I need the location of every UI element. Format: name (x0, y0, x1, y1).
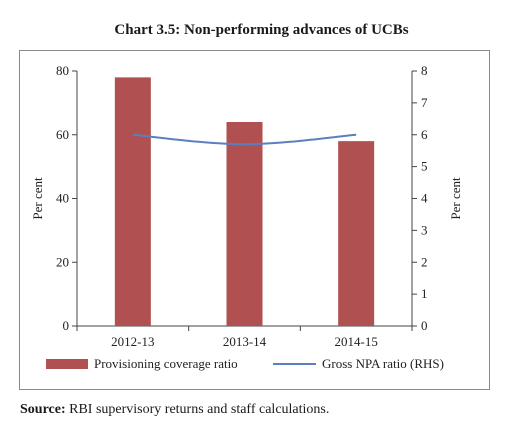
source-label: Source: (20, 402, 66, 417)
y-tick-label-right: 7 (421, 95, 428, 110)
y-tick-label-left: 80 (56, 63, 69, 78)
bar-provisioning-coverage (338, 141, 375, 326)
y-tick-label-right: 2 (421, 254, 428, 269)
x-tick-label: 2014-15 (334, 334, 377, 349)
legend-swatch-provisioning (46, 359, 88, 369)
x-tick-label: 2012-13 (111, 334, 154, 349)
y-tick-label-left: 40 (56, 191, 69, 206)
bar-provisioning-coverage (114, 77, 151, 326)
y-axis-title-left: Per cent (30, 177, 45, 220)
chart-plot: 0 20 40 60 80 0 1 2 3 4 5 6 7 8 Per cent Per cent 2012-1… (30, 63, 463, 371)
y-tick-label-left: 20 (56, 254, 69, 269)
source-text: RBI supervisory returns and staff calcul… (65, 402, 330, 417)
legend-label-gross-npa: Gross NPA ratio (RHS) (322, 356, 444, 371)
chart-title: Chart 3.5: Non-performing advances of UC… (114, 22, 409, 38)
y-axis-title-right: Per cent (448, 177, 463, 220)
y-tick-label-right: 1 (421, 286, 428, 301)
y-tick-label-right: 6 (421, 127, 428, 142)
y-tick-label-right: 0 (421, 318, 428, 333)
legend-label-provisioning: Provisioning coverage ratio (94, 356, 238, 371)
y-tick-label-right: 4 (421, 191, 428, 206)
y-tick-label-left: 0 (63, 318, 70, 333)
y-tick-label-right: 8 (421, 63, 428, 78)
bar-provisioning-coverage (226, 122, 263, 326)
source-note: Source: RBI supervisory returns and staf… (20, 402, 329, 418)
y-tick-label-right: 5 (421, 159, 428, 174)
y-tick-label-right: 3 (421, 222, 428, 237)
y-tick-label-left: 60 (56, 127, 69, 142)
chart-frame: 0 20 40 60 80 0 1 2 3 4 5 6 7 8 Per cent Per cent 2012-1… (19, 50, 490, 390)
x-tick-label: 2013-14 (223, 334, 267, 349)
